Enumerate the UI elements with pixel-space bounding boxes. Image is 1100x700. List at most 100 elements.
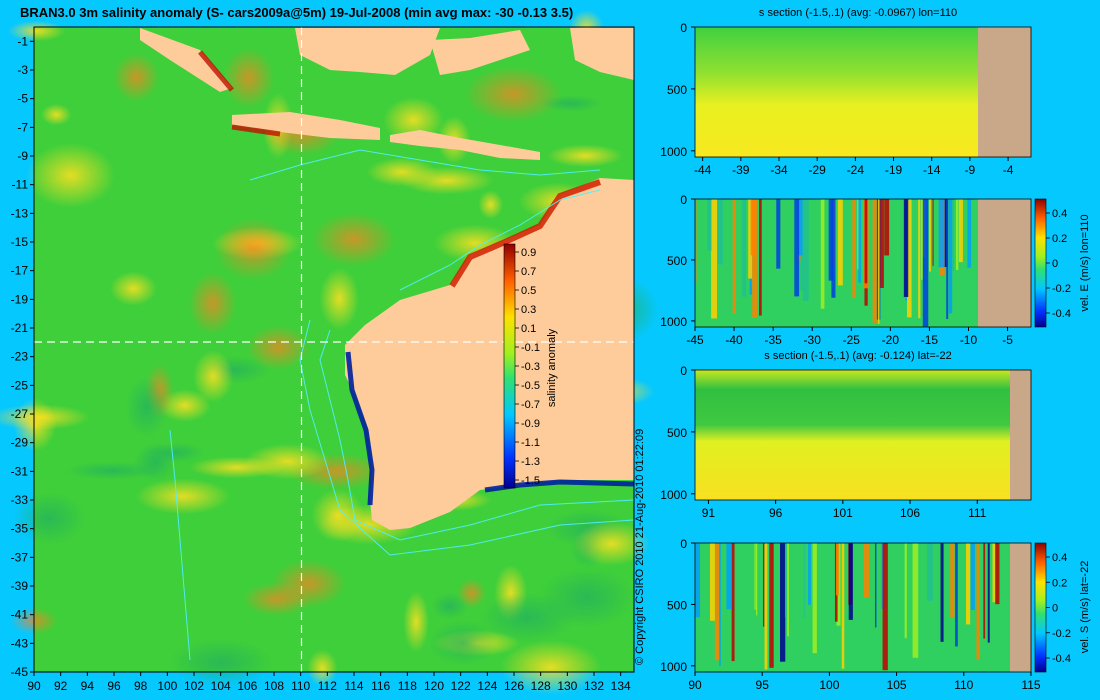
eddy-blob (572, 521, 650, 566)
panel-y-tick-label: 0 (680, 193, 687, 207)
colorbar-tick-label: 0.7 (521, 266, 536, 278)
lon-tick-label: 130 (557, 679, 577, 693)
eddy-blob (125, 376, 168, 438)
velocity-streak (828, 199, 833, 281)
eddy-blob (113, 53, 160, 102)
velocity-streak (995, 543, 1000, 605)
panel-colorbar-tick-label: -0.4 (1052, 653, 1071, 665)
lon-tick-label: 106 (237, 679, 257, 693)
velocity-streak (943, 199, 948, 268)
panel-x-tick-label: -10 (960, 333, 978, 347)
eddy-blob (383, 97, 444, 143)
velocity-streak (904, 543, 907, 639)
velocity-streak (769, 543, 774, 668)
lesser-sunda-land (390, 130, 540, 160)
panel-x-tick-label: -5 (1002, 333, 1013, 347)
eddy-blob (246, 325, 310, 370)
panel-x-tick-label: -4 (1003, 163, 1014, 177)
panel-y-tick-label: 0 (680, 21, 687, 35)
velocity-streak (948, 199, 953, 314)
lon-tick-label: 112 (318, 679, 337, 693)
panel-y-tick-label: 500 (667, 254, 687, 268)
java-land (232, 112, 380, 140)
velocity-streak (950, 543, 955, 618)
velocity-streak (841, 543, 845, 669)
velocity-streak (752, 199, 758, 318)
velocity-streak (952, 199, 955, 271)
lon-tick-label: 110 (291, 679, 310, 693)
velocity-streak (719, 543, 721, 666)
velocity-streak (877, 199, 880, 324)
map-lon-axis: 90 92 94 96 98 100 102 104 106 108 110 112 114 116 118… (27, 672, 631, 693)
panel-y-tick-label: 0 (680, 537, 687, 551)
velocity-streak (707, 199, 712, 251)
eddy-blob (307, 649, 338, 687)
velocity-streak (820, 199, 825, 309)
lon-tick-label: 108 (264, 679, 284, 693)
lon-tick-label: 126 (504, 679, 524, 693)
eddy-blob (0, 404, 90, 431)
velocity-streak (787, 543, 789, 637)
panel-x-tick-label: -40 (725, 333, 743, 347)
panel-x-tick-label: 106 (900, 506, 920, 520)
eddy-blob (133, 442, 178, 482)
panel2-colorbar-scale (1034, 198, 1047, 328)
panel-x-tick-label: 111 (968, 506, 987, 520)
velocity-streak (992, 543, 996, 603)
lon-tick-label: 94 (81, 679, 95, 693)
lat-tick-label: -25 (11, 378, 29, 392)
lon-tick-label: 120 (424, 679, 444, 693)
lat-tick-label: -43 (11, 636, 29, 650)
panel-x-tick-label: -29 (809, 163, 827, 177)
panel2-colorbar-label: vel. E (m/s) lon=110 (1079, 214, 1091, 311)
lon-tick-label: 132 (584, 679, 604, 693)
panel3-title: s section (-1.5,.1) (avg: -0.124) lat=-2… (764, 350, 951, 362)
velocity-streak (922, 199, 929, 327)
colorbar-tick-label: -0.5 (521, 380, 540, 392)
coast-anomaly-red (449, 179, 601, 288)
velocity-streak (912, 543, 919, 658)
velocity-streak (754, 543, 756, 610)
panel-y-tick-label: 1000 (660, 488, 687, 502)
panel-y-tick-label: 0 (680, 364, 687, 378)
velocity-streak (946, 199, 949, 320)
map-frame (33, 26, 635, 673)
velocity-streak (732, 199, 737, 314)
panel1-frame (694, 26, 1032, 158)
velocity-streak (983, 543, 986, 639)
panel4-vel-south-lat22: vel. S (m/s) lat=-22 (694, 542, 1091, 673)
lon-tick-label: 114 (344, 679, 363, 693)
panel1-title: s section (-1.5,.1) (avg: -0.0967) lon=1… (759, 7, 957, 19)
lon-tick-label: 118 (398, 679, 417, 693)
eddy-blob (366, 157, 438, 187)
panel-x-tick-label: -45 (686, 333, 704, 347)
panel-x-tick-label: 91 (702, 506, 716, 520)
eddy-blob (311, 212, 396, 267)
velocity-streak (852, 199, 856, 298)
panel3-land (1010, 370, 1031, 500)
eddy-blob (189, 456, 284, 479)
panel-x-tick-label: 95 (756, 678, 770, 692)
velocity-streak (726, 543, 732, 610)
bathymetry-contours (169, 149, 635, 661)
eddy-blob (319, 268, 359, 330)
velocity-streak (882, 543, 888, 671)
lat-tick-label: -45 (11, 665, 29, 679)
panel1-plot (695, 27, 1031, 157)
panel-y-tick-label: 500 (667, 426, 687, 440)
panel-x-tick-label: 105 (887, 678, 907, 692)
eddy-blob (428, 620, 497, 666)
eddy-blob (214, 217, 292, 281)
velocity-streak (958, 199, 963, 263)
lat-tick-label: -19 (11, 292, 29, 306)
eddy-blob (26, 143, 116, 208)
velocity-streak (976, 543, 980, 660)
velocity-streak (955, 199, 959, 271)
colorbar-tick-label: 0.5 (521, 285, 536, 297)
velocity-streak (742, 199, 746, 297)
velocity-streak (884, 199, 890, 256)
panel-colorbar-tick-label: -0.2 (1052, 628, 1071, 640)
velocity-streak (709, 543, 715, 621)
sumatra-land (140, 28, 232, 92)
